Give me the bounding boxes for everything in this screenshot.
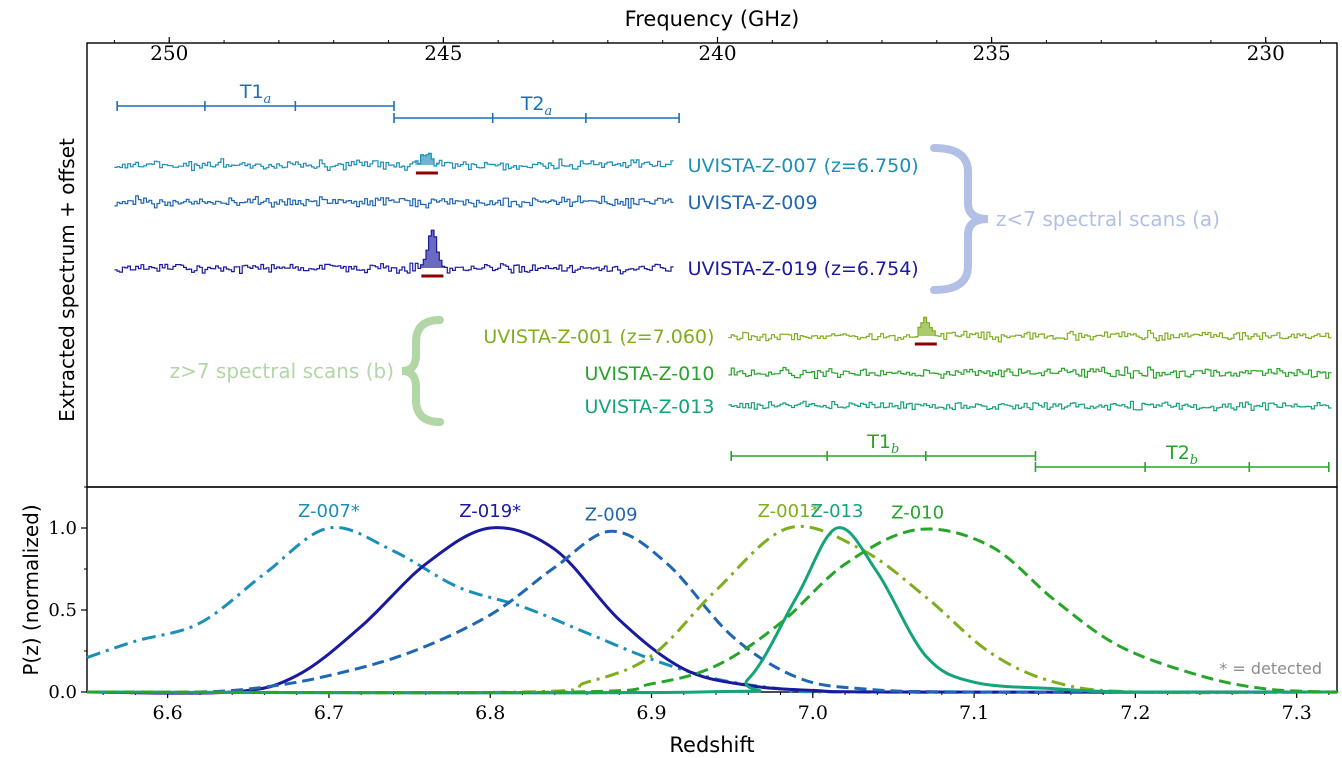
tuning-label: T2a	[520, 93, 552, 119]
tuning-label-sub: b	[1190, 453, 1198, 468]
pz-series-label: Z-010	[891, 503, 944, 524]
freq-tick-label: 245	[424, 41, 462, 65]
spectrum-label: UVISTA-Z-001 (z=7.060)	[483, 326, 714, 348]
spectrum-trace	[114, 152, 674, 171]
pz-series-label: Z-009	[585, 504, 638, 525]
top-axis-label: Frequency (GHz)	[625, 7, 800, 31]
pz-tick-label: 1.0	[48, 518, 77, 539]
spectrum-trace	[728, 366, 1332, 379]
z-tick-label: 7.1	[959, 702, 989, 724]
spectrum-label: UVISTA-Z-007 (z=6.750)	[688, 155, 919, 177]
spectrum-label: UVISTA-Z-010	[584, 363, 714, 385]
brace-b	[401, 316, 444, 426]
tuning-label: T1b	[866, 431, 899, 457]
freq-tick-label: 235	[973, 41, 1011, 65]
spectrum-trace	[728, 400, 1332, 412]
spectrum-trace	[114, 195, 674, 209]
spectrum-label: UVISTA-Z-009	[688, 192, 818, 214]
tuning-label: T2b	[1165, 442, 1198, 468]
pz-curve	[86, 529, 1338, 694]
pz-series-label: Z-007*	[298, 501, 360, 522]
tunings-group-a: T1a T2a	[116, 81, 680, 123]
pz-series-labels: Z-007* Z-019* Z-009 Z-001*Z-013 Z-010	[298, 501, 944, 525]
tuning-label: T1a	[239, 81, 271, 107]
spectrum-line-fill	[915, 317, 939, 337]
freq-tick-label: 240	[698, 41, 736, 65]
pz-curve	[86, 525, 1338, 694]
z-tick-label: 6.6	[153, 702, 183, 724]
freq-tick-label: 230	[1247, 41, 1285, 65]
spectrum-trace	[728, 316, 1332, 343]
spectra-group: UVISTA-Z-007 (z=6.750) UVISTA-Z-009 UVISTA…	[114, 152, 1332, 418]
tuning-label-sub: a	[264, 92, 272, 107]
z-tick-label: 6.8	[475, 702, 505, 724]
z-tick-label: 7.0	[798, 702, 828, 724]
spectra-y-label: Extracted spectrum + offset	[55, 138, 79, 422]
spectrum-label: UVISTA-Z-013	[584, 396, 714, 418]
freq-tick-label: 250	[150, 41, 188, 65]
z-tick-label: 7.2	[1120, 702, 1150, 724]
pz-curve	[86, 526, 1338, 695]
pz-series-label: Z-019*	[459, 501, 521, 522]
tuning-label-main: T2	[1165, 442, 1190, 464]
detected-note: * = detected	[1219, 659, 1322, 678]
spectrum-label: UVISTA-Z-019 (z=6.754)	[688, 258, 919, 280]
pz-x-label: Redshift	[669, 733, 754, 757]
group-b-label: z>7 spectral scans (b)	[170, 359, 394, 383]
spectrum-line-fill	[415, 153, 440, 166]
tuning-label-main: T1	[866, 431, 891, 453]
top-axis-ticks: 250 245 240 235 230	[113, 37, 1322, 65]
spectrum-line-fill	[420, 230, 445, 268]
pz-curves	[86, 525, 1339, 695]
group-a-label: z<7 spectral scans (a)	[996, 207, 1220, 231]
pz-curve	[86, 525, 1338, 695]
z-tick-label: 7.3	[1282, 702, 1312, 724]
tuning-label-main: T2	[520, 93, 545, 115]
pz-curve	[86, 527, 1339, 695]
brace-a	[930, 144, 989, 294]
z-tick-label: 6.7	[314, 702, 344, 724]
spectrum-trace	[114, 229, 674, 275]
tuning-label-main: T1	[239, 81, 264, 103]
pz-tick-label: 0.5	[48, 600, 77, 621]
pz-curve	[86, 526, 1338, 695]
tunings-group-b: T1b T2b	[730, 431, 1330, 472]
z-tick-label: 6.9	[636, 702, 666, 724]
pz-axis-ticks: 6.6 6.7 6.8 6.9 7.0 7.1 7.2 7.3 0.0 0.5 1.0	[48, 486, 1330, 724]
pz-y-label: P(z) (normalized)	[19, 504, 43, 675]
tuning-label-sub: b	[891, 442, 899, 457]
pz-panel-frame	[86, 486, 1338, 693]
pz-series-label: Z-001*	[758, 501, 820, 522]
tuning-label-sub: a	[545, 104, 553, 119]
pz-series-label: Z-013	[811, 501, 864, 522]
pz-tick-label: 0.0	[48, 682, 77, 703]
